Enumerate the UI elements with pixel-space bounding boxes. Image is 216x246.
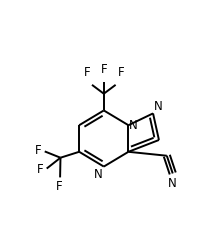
- Text: N: N: [94, 168, 103, 181]
- Text: N: N: [154, 100, 162, 113]
- Text: F: F: [37, 163, 44, 176]
- Text: N: N: [129, 119, 138, 132]
- Text: N: N: [168, 177, 177, 190]
- Text: F: F: [83, 66, 90, 79]
- Text: F: F: [35, 144, 42, 157]
- Text: F: F: [56, 180, 63, 193]
- Text: F: F: [100, 63, 107, 76]
- Text: F: F: [118, 66, 124, 79]
